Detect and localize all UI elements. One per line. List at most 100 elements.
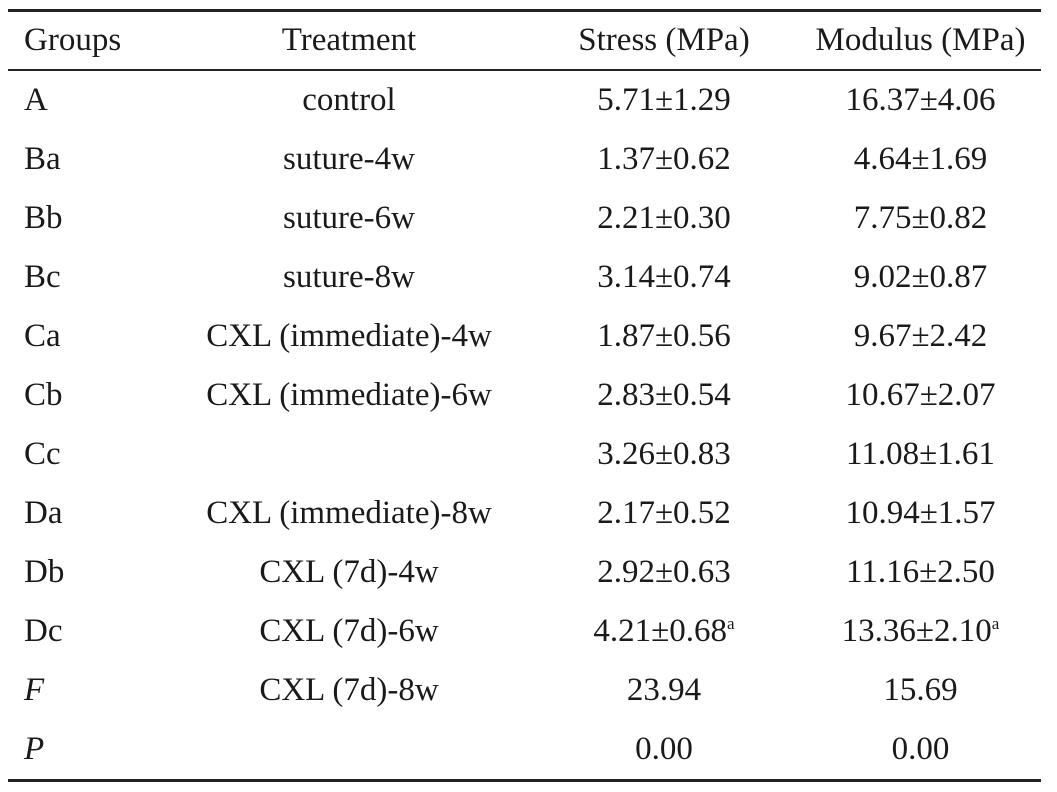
cell-stress: 1.87±0.56 <box>544 307 784 366</box>
cell-treatment <box>154 720 544 779</box>
cell-modulus: 13.36±2.10a <box>784 602 1057 661</box>
cell-modulus-text: 0.00 <box>891 731 950 767</box>
cell-group-text: Ba <box>24 141 61 177</box>
cell-stress: 2.92±0.63 <box>544 543 784 602</box>
cell-stress-text: 4.21±0.68 <box>593 613 728 649</box>
cell-stress-text: 2.21±0.30 <box>597 200 731 236</box>
cell-modulus-text: 9.67±2.42 <box>853 318 988 354</box>
cell-stress-text: 3.14±0.74 <box>597 259 731 295</box>
cell-stress-text: 2.83±0.54 <box>597 377 731 413</box>
cell-treatment-text: CXL (7d)-4w <box>259 554 439 590</box>
table-row: Db CXL (7d)-4w 2.92±0.63 11.16±2.50 <box>8 543 1057 602</box>
cell-stress: 3.26±0.83 <box>544 425 784 484</box>
cell-modulus: 4.64±1.69 <box>784 130 1057 189</box>
cell-group-text: A <box>24 82 48 118</box>
cell-modulus: 10.94±1.57 <box>784 484 1057 543</box>
cell-stress: 0.00 <box>544 720 784 779</box>
cell-group-text: Bc <box>24 259 61 295</box>
table-row: F CXL (7d)-8w 23.94 15.69 <box>8 661 1057 720</box>
cell-group: Db <box>8 543 154 602</box>
cell-modulus: 15.69 <box>784 661 1057 720</box>
table-row: Da CXL (immediate)-8w 2.17±0.52 10.94±1.57 <box>8 484 1057 543</box>
cell-treatment: CXL (immediate)-4w <box>154 307 544 366</box>
cell-modulus: 11.16±2.50 <box>784 543 1057 602</box>
cell-stress-text: 23.94 <box>626 672 702 708</box>
cell-treatment: suture-4w <box>154 130 544 189</box>
cell-treatment <box>154 425 544 484</box>
header-row: Groups Treatment Stress (MPa) Modulus (M… <box>8 12 1057 69</box>
cell-group: Dc <box>8 602 154 661</box>
cell-group-text: Ca <box>24 318 61 354</box>
cell-treatment: control <box>154 71 544 130</box>
cell-group: A <box>8 71 154 130</box>
cell-modulus: 11.08±1.61 <box>784 425 1057 484</box>
cell-modulus-text: 16.37±4.06 <box>845 82 996 118</box>
cell-group: P <box>8 720 154 779</box>
table-row: Cc 3.26±0.83 11.08±1.61 <box>8 425 1057 484</box>
cell-stress-text: 1.37±0.62 <box>597 141 731 177</box>
cell-treatment-text: CXL (immediate)-6w <box>206 377 492 413</box>
cell-stress: 2.21±0.30 <box>544 189 784 248</box>
cell-group: Ba <box>8 130 154 189</box>
cell-treatment: suture-6w <box>154 189 544 248</box>
table-row: Cb CXL (immediate)-6w 2.83±0.54 10.67±2.07 <box>8 366 1057 425</box>
cell-group: Cc <box>8 425 154 484</box>
cell-modulus-text: 10.67±2.07 <box>845 377 996 413</box>
cell-modulus: 10.67±2.07 <box>784 366 1057 425</box>
cell-stress-text: 1.87±0.56 <box>597 318 731 354</box>
cell-stress: 3.14±0.74 <box>544 248 784 307</box>
table-row: P 0.00 0.00 <box>8 720 1057 779</box>
cell-treatment: CXL (7d)-4w <box>154 543 544 602</box>
cell-group-text: Cb <box>24 377 63 413</box>
cell-treatment-text: CXL (immediate)-4w <box>206 318 492 354</box>
table-bottom-rule <box>8 779 1041 782</box>
cell-group-text: Db <box>24 554 65 590</box>
cell-modulus: 16.37±4.06 <box>784 71 1057 130</box>
cell-group: F <box>8 661 154 720</box>
cell-stress-text: 3.26±0.83 <box>597 436 731 472</box>
cell-modulus-text: 10.94±1.57 <box>845 495 996 531</box>
cell-treatment-text: CXL (7d)-8w <box>259 672 439 708</box>
cell-group: Ca <box>8 307 154 366</box>
cell-modulus: 9.67±2.42 <box>784 307 1057 366</box>
cell-modulus-text: 9.02±0.87 <box>853 259 988 295</box>
cell-treatment: CXL (immediate)-6w <box>154 366 544 425</box>
header-modulus: Modulus (MPa) <box>815 22 1026 58</box>
cell-stress-text: 2.92±0.63 <box>597 554 731 590</box>
cell-modulus-text: 11.08±1.61 <box>846 436 995 472</box>
cell-stress: 2.17±0.52 <box>544 484 784 543</box>
cell-modulus-text: 15.69 <box>883 672 958 708</box>
cell-modulus-text: 7.75±0.82 <box>853 200 988 236</box>
cell-group: Da <box>8 484 154 543</box>
table-row: Ca CXL (immediate)-4w 1.87±0.56 9.67±2.42 <box>8 307 1057 366</box>
significance-superscript: a <box>727 614 735 633</box>
cell-treatment-text: CXL (7d)-6w <box>259 613 439 649</box>
cell-modulus: 0.00 <box>784 720 1057 779</box>
table-row: Bb suture-6w 2.21±0.30 7.75±0.82 <box>8 189 1057 248</box>
cell-stress-text: 2.17±0.52 <box>597 495 731 531</box>
cell-stress: 2.83±0.54 <box>544 366 784 425</box>
cell-stress-text: 0.00 <box>635 731 693 767</box>
significance-superscript: a <box>991 614 1000 633</box>
cell-treatment-text: suture-4w <box>283 141 415 177</box>
cell-treatment: CXL (immediate)-8w <box>154 484 544 543</box>
cell-group-text: F <box>24 672 45 708</box>
table-top-rule <box>8 9 1041 12</box>
cell-modulus: 7.75±0.82 <box>784 189 1057 248</box>
table-row: Bc suture-8w 3.14±0.74 9.02±0.87 <box>8 248 1057 307</box>
cell-modulus: 9.02±0.87 <box>784 248 1057 307</box>
data-table: Groups Treatment Stress (MPa) Modulus (M… <box>8 12 1057 69</box>
cell-modulus-text: 4.64±1.69 <box>853 141 988 177</box>
header-treatment: Treatment <box>281 22 417 58</box>
cell-treatment: CXL (7d)-8w <box>154 661 544 720</box>
cell-group: Bc <box>8 248 154 307</box>
cell-treatment: suture-8w <box>154 248 544 307</box>
cell-stress-text: 5.71±1.29 <box>597 82 731 118</box>
header-groups: Groups <box>24 22 122 58</box>
cell-group-text: Dc <box>24 613 63 649</box>
cell-stress: 1.37±0.62 <box>544 130 784 189</box>
cell-stress: 5.71±1.29 <box>544 71 784 130</box>
cell-treatment-text: CXL (immediate)-8w <box>206 495 492 531</box>
cell-group: Bb <box>8 189 154 248</box>
